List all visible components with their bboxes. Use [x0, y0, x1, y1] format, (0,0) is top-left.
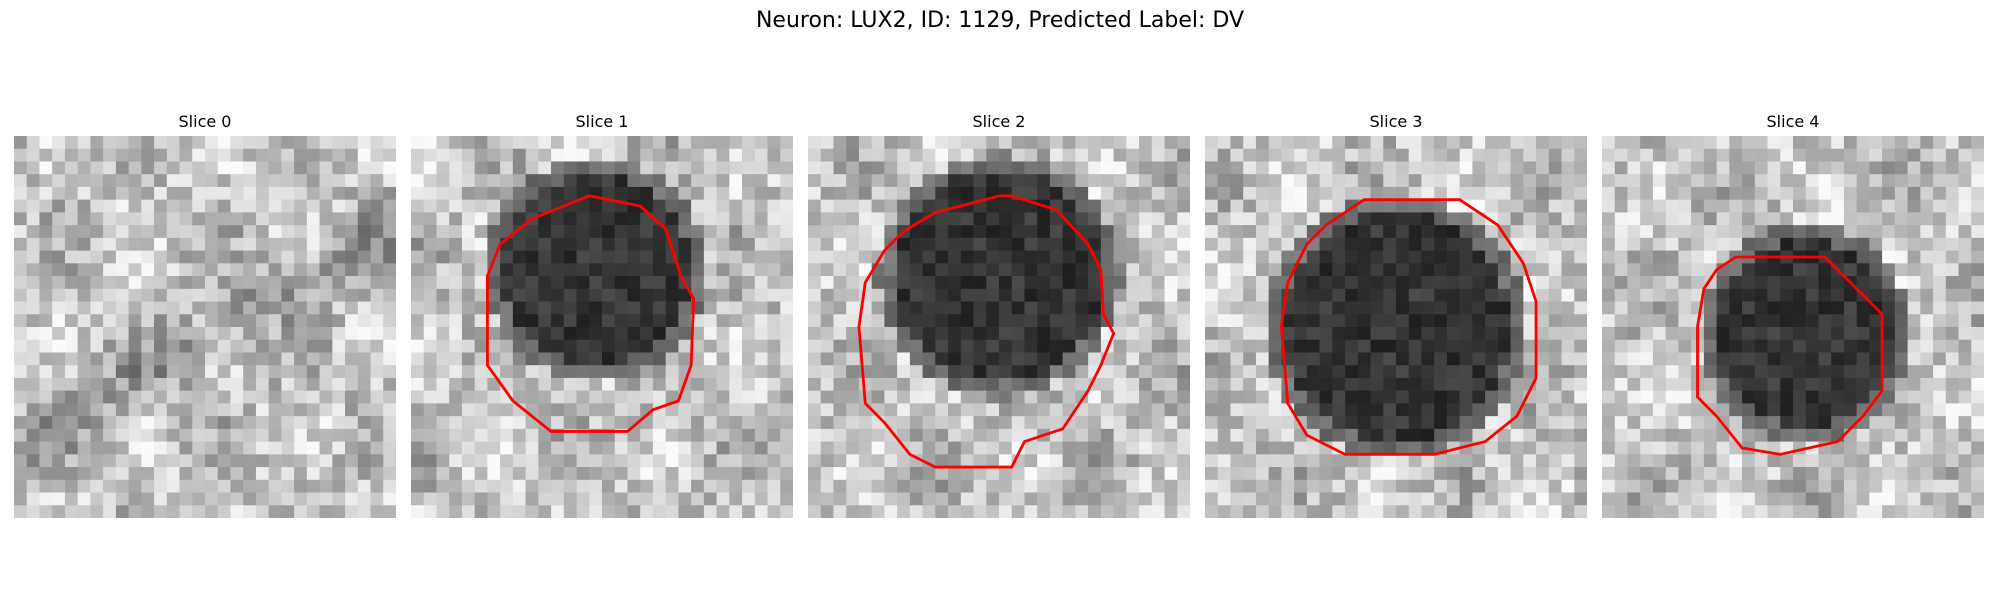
- slice-title: Slice 4: [1766, 112, 1820, 131]
- slice-image: [808, 136, 1190, 518]
- slice-title: Slice 0: [178, 112, 232, 131]
- figure-title: Neuron: LUX2, ID: 1129, Predicted Label:…: [755, 8, 1245, 33]
- slice-panel-1: Slice 1: [411, 110, 793, 518]
- slice-panel-2: Slice 2: [808, 110, 1190, 518]
- slice-panel-0: Slice 0: [14, 110, 396, 518]
- slice-image: [411, 136, 793, 518]
- segmentation-contour: [1279, 198, 1538, 456]
- segmentation-contour: [1696, 255, 1884, 456]
- segmentation-contour: [857, 194, 1116, 469]
- slice-image: [14, 136, 396, 518]
- segmentation-contour: [485, 194, 696, 433]
- slice-title: Slice 1: [575, 112, 629, 131]
- slice-title: Slice 3: [1369, 112, 1423, 131]
- slice-panel-4: Slice 4: [1602, 110, 1984, 518]
- slice-panel-3: Slice 3: [1205, 110, 1587, 518]
- slice-title: Slice 2: [972, 112, 1026, 131]
- slice-image: [1602, 136, 1984, 518]
- slice-image: [1205, 136, 1587, 518]
